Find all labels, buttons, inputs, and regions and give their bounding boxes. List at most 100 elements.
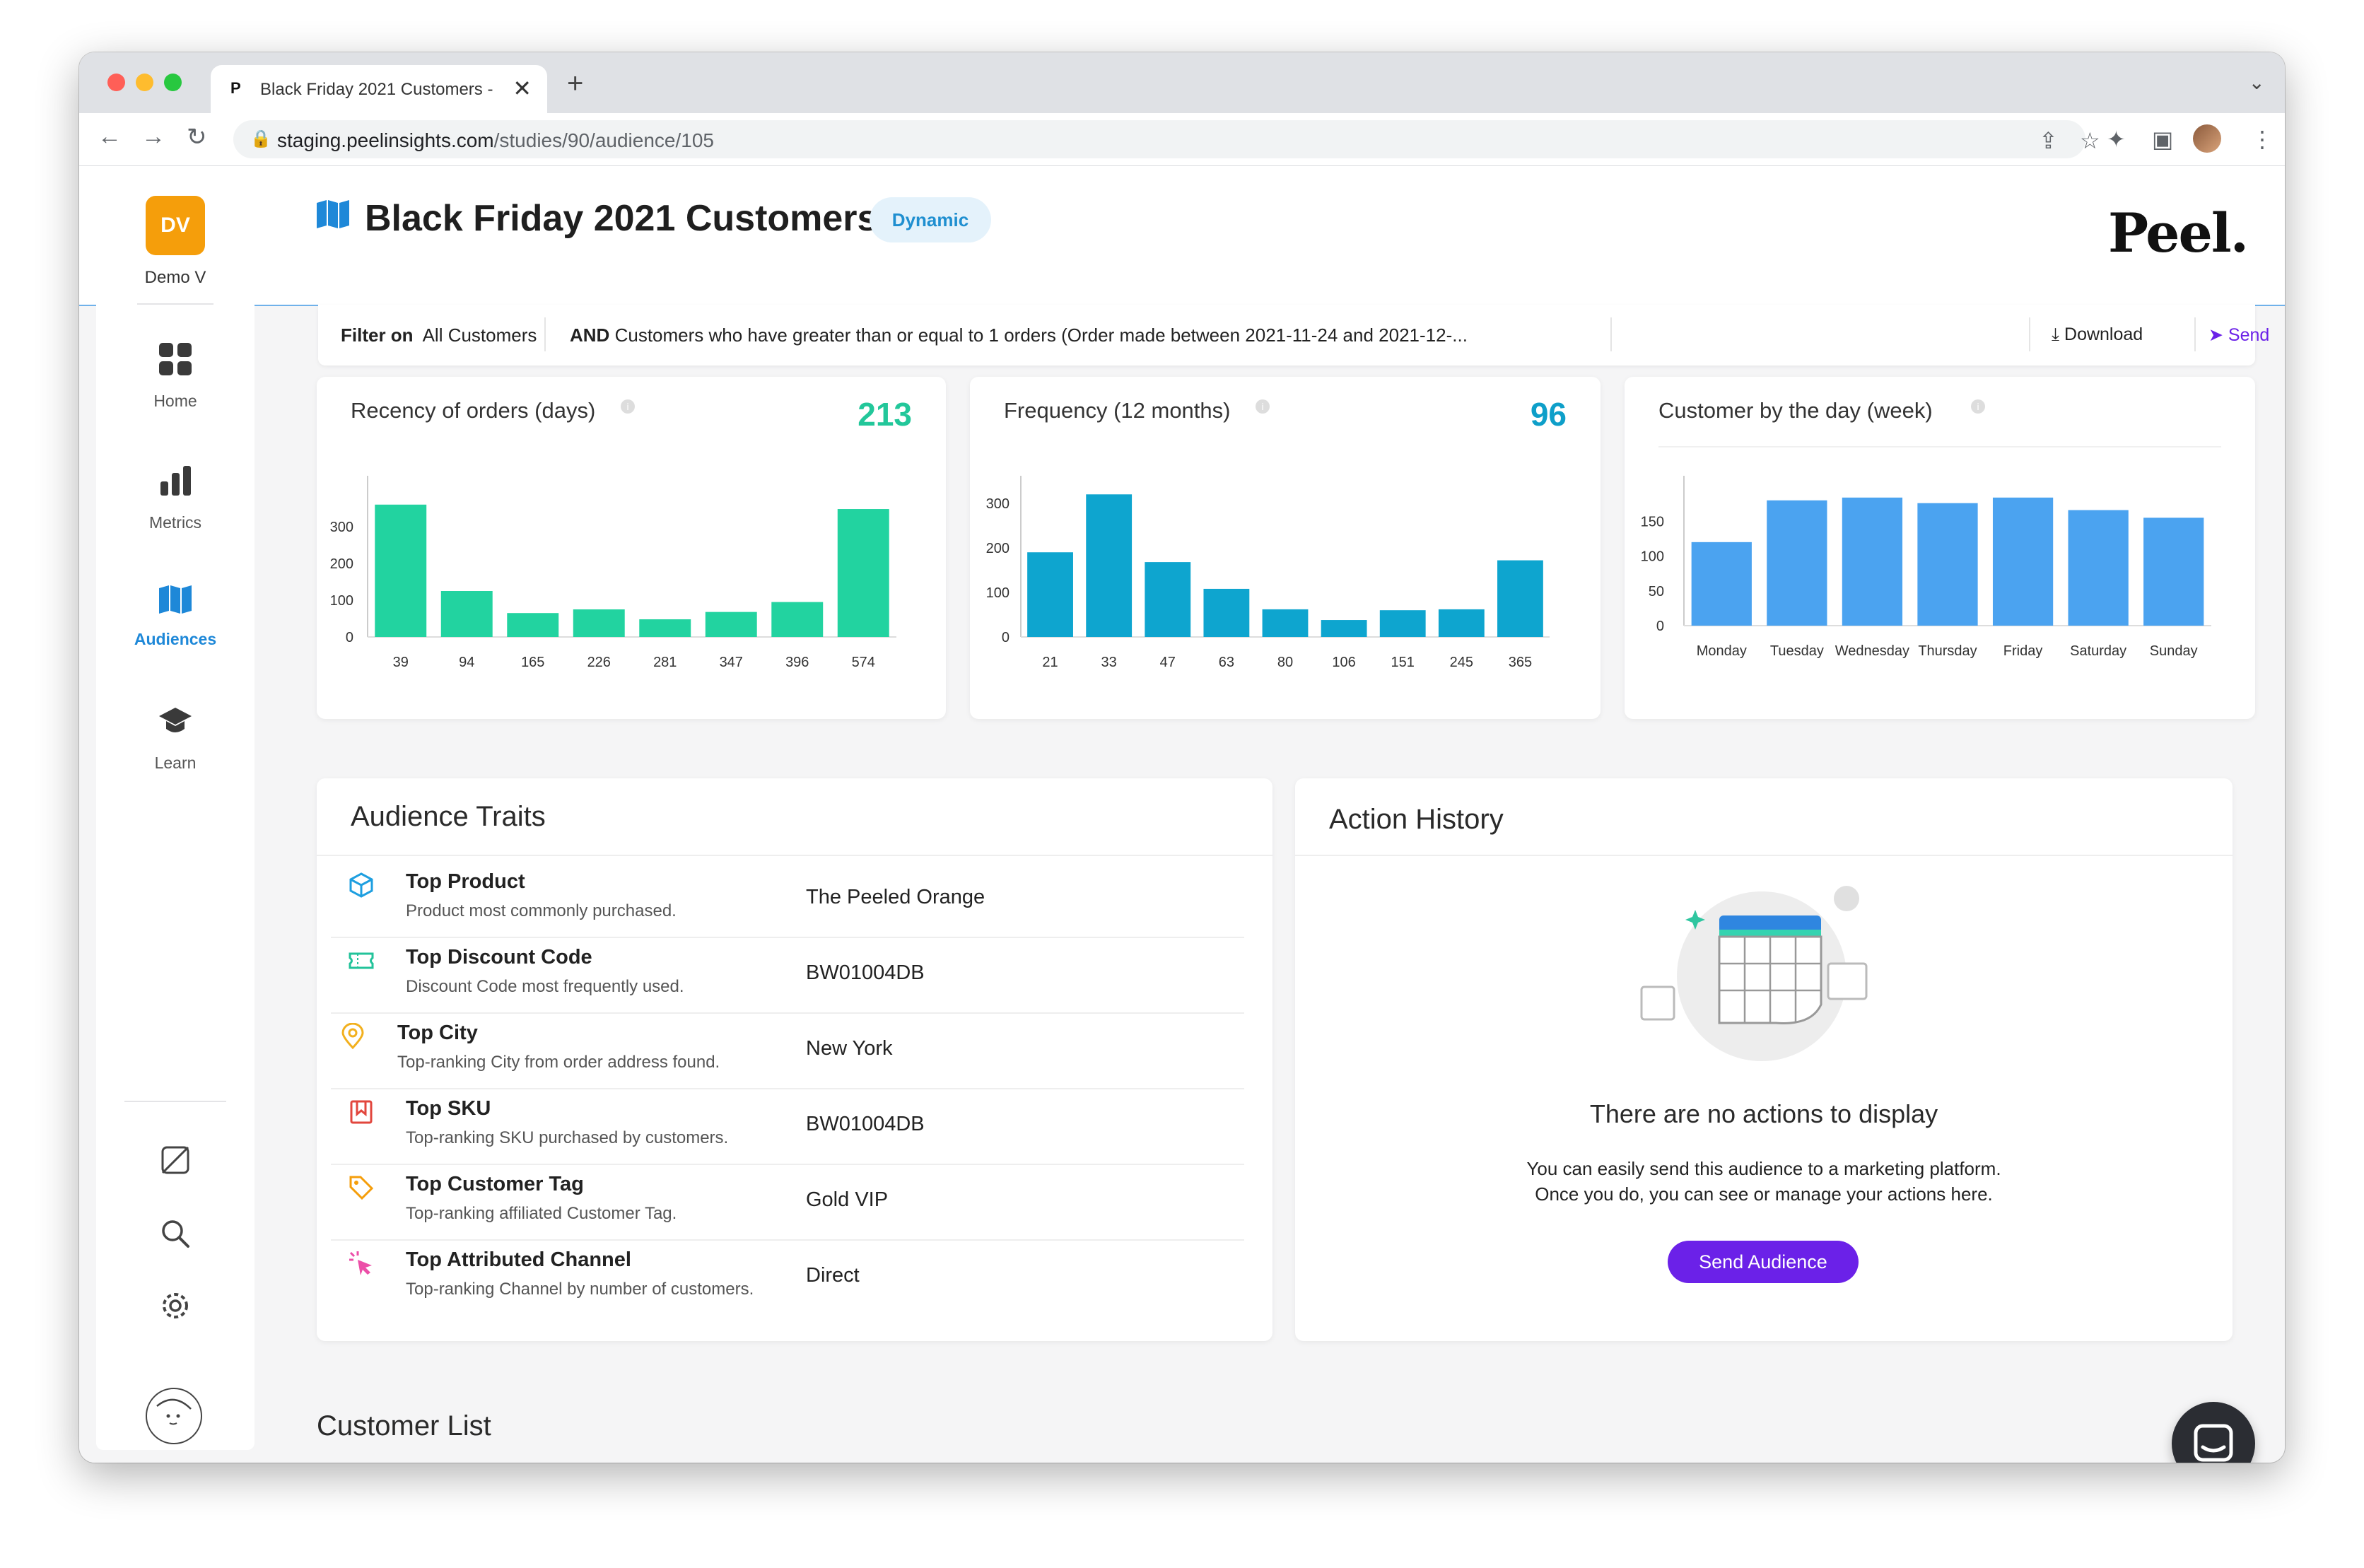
trait-name: Top Customer Tag: [406, 1173, 584, 1195]
audience-traits-card: Audience Traits Top Product Product most …: [317, 778, 1272, 1341]
chart-bar[interactable]: [1203, 588, 1250, 637]
audience-map-icon: [315, 199, 351, 238]
chart-bar[interactable]: [2143, 517, 2204, 626]
chart-bar[interactable]: [837, 509, 889, 637]
user-avatar-icon[interactable]: [146, 1388, 202, 1444]
chart-bar[interactable]: [1027, 552, 1073, 637]
chart-bar[interactable]: [440, 591, 493, 637]
sidebar-item-label: Audiences: [134, 630, 217, 648]
chart-bar[interactable]: [1321, 620, 1367, 637]
y-tick-label: 200: [330, 556, 353, 572]
trait-description: Product most commonly purchased.: [406, 901, 677, 920]
filter-condition[interactable]: AND Customers who have greater than or e…: [570, 324, 1468, 346]
trait-value: Direct: [806, 1264, 860, 1287]
chart-bar[interactable]: [573, 609, 625, 637]
search-icon[interactable]: [96, 1218, 254, 1256]
trait-value: Gold VIP: [806, 1188, 889, 1211]
y-tick-label: 300: [330, 520, 353, 535]
x-tick-label: 33: [1101, 655, 1117, 670]
gear-icon[interactable]: [96, 1290, 254, 1328]
new-tab-button[interactable]: +: [567, 68, 584, 99]
chart-bar[interactable]: [2068, 510, 2129, 626]
info-icon[interactable]: i: [1256, 399, 1270, 414]
chart-bar[interactable]: [375, 504, 427, 637]
empty-calendar-illustration: [1640, 886, 1868, 1061]
reload-icon[interactable]: ↻: [187, 124, 207, 151]
chart-bar[interactable]: [507, 613, 559, 637]
y-tick-label: 100: [330, 593, 353, 609]
y-tick-label: 100: [1641, 549, 1664, 565]
send-audience-button[interactable]: Send Audience: [1668, 1241, 1859, 1283]
minimize-window-button[interactable]: [136, 74, 153, 91]
chat-launcher-button[interactable]: [2172, 1402, 2255, 1463]
back-icon[interactable]: ←: [98, 123, 122, 150]
tag-icon: [348, 1174, 375, 1208]
row-divider: [331, 1012, 1244, 1014]
sidepanel-icon[interactable]: ▣: [2152, 127, 2174, 152]
chart-bar[interactable]: [705, 612, 757, 637]
theme-toggle-icon[interactable]: [96, 1145, 254, 1183]
trait-name: Top Discount Code: [406, 946, 592, 969]
x-tick-label: 281: [653, 655, 677, 670]
y-tick-label: 50: [1649, 584, 1664, 599]
filter-base[interactable]: All Customers: [422, 324, 537, 346]
sidebar-item-home[interactable]: Home: [96, 341, 254, 411]
bookmark-icon: [348, 1099, 375, 1133]
trait-description: Top-ranking SKU purchased by customers.: [406, 1128, 729, 1147]
sidebar-item-metrics[interactable]: Metrics: [96, 463, 254, 532]
trait-row: Top Customer Tag Top-ranking affiliated C…: [317, 1162, 1257, 1241]
chart-bar[interactable]: [1842, 497, 1903, 626]
forward-icon[interactable]: →: [141, 123, 165, 150]
maximize-window-button[interactable]: [164, 74, 182, 91]
share-icon[interactable]: ⇪: [2039, 128, 2058, 153]
filter-divider: [2029, 317, 2030, 351]
chart-bar[interactable]: [1086, 494, 1133, 637]
trait-description: Top-ranking Channel by number of custome…: [406, 1280, 754, 1299]
info-icon[interactable]: i: [1971, 399, 1985, 414]
chart-bar[interactable]: [1379, 610, 1426, 637]
address-bar[interactable]: 🔒 staging.peelinsights.com/studies/90/au…: [233, 120, 2100, 158]
sidebar-item-label: Learn: [154, 754, 197, 772]
chart-bar[interactable]: [1992, 497, 2054, 626]
x-tick-label: 80: [1277, 655, 1293, 670]
chart-bar[interactable]: [771, 602, 824, 637]
chart-bar[interactable]: [1767, 500, 1827, 626]
y-tick-label: 150: [1641, 514, 1664, 530]
browser-tab[interactable]: P Black Friday 2021 Customers - ✕: [211, 65, 547, 113]
trait-description: Top-ranking affiliated Customer Tag.: [406, 1204, 677, 1223]
chart-bar[interactable]: [1262, 609, 1309, 637]
sidebar: DV Demo V Home Metrics Audiences: [96, 180, 254, 1450]
star-icon[interactable]: ☆: [2080, 128, 2100, 153]
profile-avatar[interactable]: [2193, 124, 2221, 153]
weekday-chart: 0 50 100 150 Monday Tuesday Wednesday Thursday F…: [1641, 476, 2211, 659]
send-button[interactable]: ➤ Send: [2208, 325, 2270, 345]
close-window-button[interactable]: [107, 74, 125, 91]
workspace-avatar[interactable]: DV: [146, 196, 205, 255]
home-grid-icon: [96, 341, 254, 387]
chart-bar[interactable]: [1497, 560, 1543, 637]
extensions-icon[interactable]: ✦: [2107, 127, 2126, 152]
x-tick-label: 574: [852, 655, 875, 670]
x-tick-label: 245: [1450, 655, 1473, 670]
sidebar-item-learn[interactable]: Learn: [96, 703, 254, 773]
filter-text: Filter on All Customers: [341, 324, 537, 346]
chart-bar[interactable]: [1691, 542, 1752, 626]
ticket-icon: [348, 947, 375, 981]
y-tick-label: 300: [986, 496, 1010, 512]
chart-bar[interactable]: [1917, 503, 1978, 626]
y-tick-label: 0: [1002, 630, 1010, 645]
chart-bar[interactable]: [639, 619, 691, 637]
chart-bar[interactable]: [1438, 609, 1485, 637]
x-tick-label: 396: [785, 655, 809, 670]
download-button[interactable]: ⤓ Download: [2052, 324, 2143, 344]
chart-bar[interactable]: [1145, 562, 1191, 637]
tab-search-icon[interactable]: ⌄: [2248, 71, 2265, 93]
location-pin-icon: [339, 1022, 366, 1057]
x-tick-label: Tuesday: [1770, 643, 1824, 659]
trait-value: BW01004DB: [806, 1113, 925, 1135]
more-menu-icon[interactable]: ⋮: [2251, 127, 2274, 152]
info-icon[interactable]: i: [621, 399, 635, 414]
empty-state-line2: Once you do, you can see or manage your …: [1535, 1183, 1993, 1205]
sidebar-item-audiences[interactable]: Audiences: [96, 583, 254, 649]
close-tab-icon[interactable]: ✕: [513, 76, 532, 101]
